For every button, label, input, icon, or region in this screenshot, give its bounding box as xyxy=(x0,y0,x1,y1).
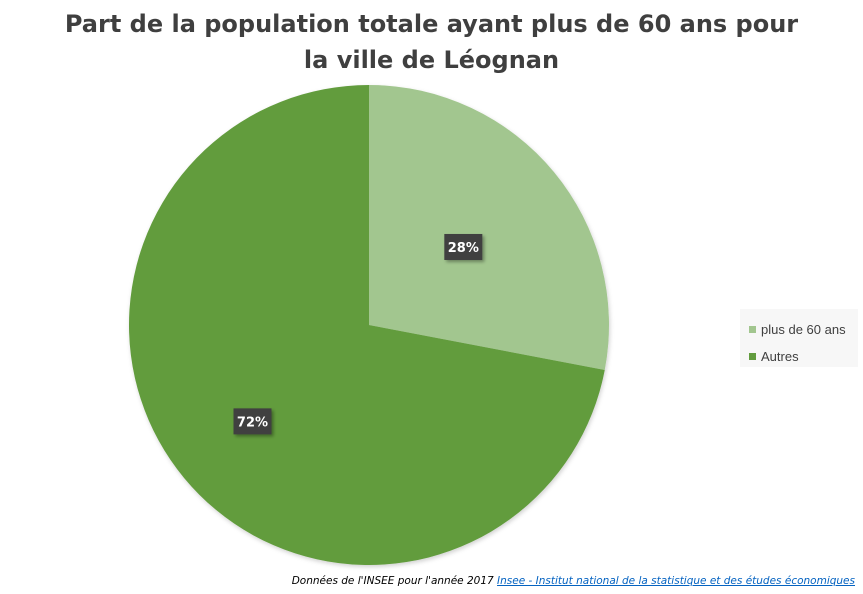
pie-slice-autres xyxy=(129,85,605,565)
legend-item-plus-de-60-ans: plus de 60 ans xyxy=(749,316,858,343)
data-label-text-plus-de-60-ans: 28% xyxy=(448,241,479,256)
source-footer: Données de l'INSEE pour l'année 2017 Ins… xyxy=(292,575,855,587)
data-label-box-autres xyxy=(233,408,272,435)
legend-label-autres: Autres xyxy=(761,349,799,364)
legend-swatch-autres xyxy=(749,353,756,360)
pie-slice-plus-de-60-ans xyxy=(369,84,609,370)
chart-title-line-2: la ville de Léognan xyxy=(303,46,560,74)
source-text: Données de l'INSEE pour l'année 2017 xyxy=(291,575,494,587)
chart-title: Part de la population totale ayant plus … xyxy=(0,6,863,78)
insee-link[interactable]: Insee - Institut national de la statisti… xyxy=(497,575,855,587)
data-label-plus-de-60-ans: 28% xyxy=(444,233,483,260)
data-label-autres: 72% xyxy=(233,408,272,435)
data-label-box-plus-de-60-ans xyxy=(444,233,483,260)
legend-label-plus-de-60-ans: plus de 60 ans xyxy=(761,322,846,337)
data-label-text-autres: 72% xyxy=(237,415,268,430)
legend-item-autres: Autres xyxy=(749,343,858,370)
legend-swatch-plus-de-60-ans xyxy=(749,326,756,333)
legend: plus de 60 ans Autres xyxy=(740,309,858,367)
chart-title-line-1: Part de la population totale ayant plus … xyxy=(64,10,799,38)
